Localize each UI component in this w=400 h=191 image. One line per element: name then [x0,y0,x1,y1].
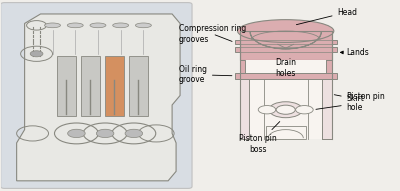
Text: Drain
holes: Drain holes [275,58,296,78]
Bar [322,79,332,139]
Bar [240,31,332,60]
Bar [129,56,148,116]
Circle shape [258,106,276,114]
Text: Lands: Lands [340,48,370,57]
Ellipse shape [44,23,60,28]
Bar [240,60,245,76]
Bar [105,56,124,116]
Circle shape [269,102,302,118]
Bar [235,47,240,52]
Bar [266,126,306,139]
Polygon shape [17,14,180,181]
Text: Skirt: Skirt [334,94,364,103]
Bar [326,60,332,76]
Ellipse shape [136,23,151,28]
Bar [264,79,308,139]
Circle shape [30,51,43,57]
Bar [57,56,76,116]
Bar [235,73,240,79]
Bar [332,73,337,79]
Circle shape [125,129,142,138]
Circle shape [96,129,114,138]
Circle shape [68,129,85,138]
Ellipse shape [67,23,83,28]
Wedge shape [250,32,322,49]
Bar [235,40,240,44]
Text: Piston pin
hole: Piston pin hole [316,92,384,112]
Ellipse shape [113,23,129,28]
Text: Head: Head [296,8,358,25]
Bar [240,73,332,79]
Bar [249,79,264,139]
Bar [332,47,337,52]
Bar [308,79,322,139]
Bar [332,40,337,44]
Text: Piston pin
boss: Piston pin boss [239,121,280,154]
Bar [240,79,249,139]
FancyBboxPatch shape [1,3,192,188]
Bar [245,60,326,76]
Text: Compression ring
grooves: Compression ring grooves [179,24,246,44]
Ellipse shape [238,20,334,42]
Circle shape [296,106,313,114]
Text: Oil ring
groove: Oil ring groove [179,65,232,84]
Ellipse shape [90,23,106,28]
Bar [81,56,100,116]
Circle shape [276,105,295,114]
